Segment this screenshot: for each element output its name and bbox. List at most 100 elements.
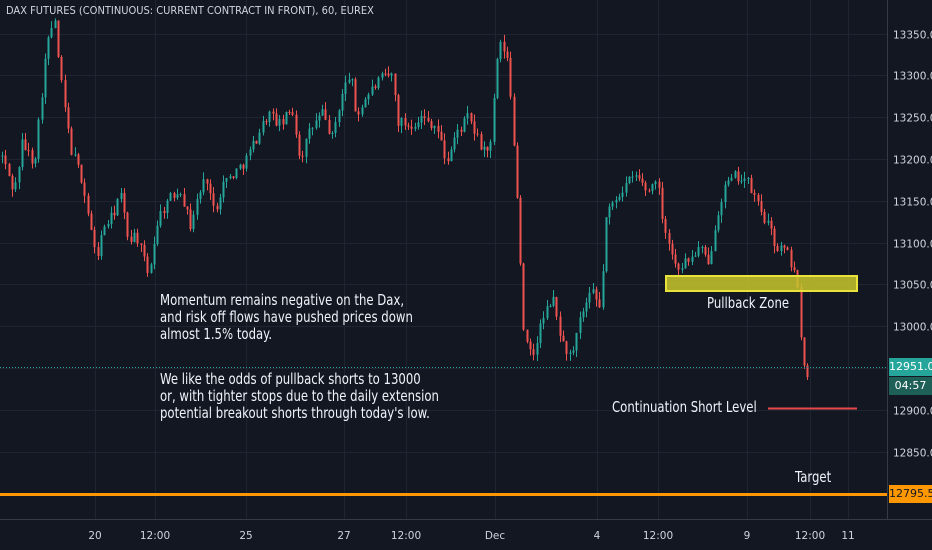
candle-body — [285, 111, 288, 125]
candle-body — [542, 317, 545, 324]
candle-body — [100, 235, 103, 256]
pullback-zone-box[interactable] — [665, 275, 858, 292]
commentary-line: We like the odds of pullback shorts to 1… — [160, 370, 421, 388]
time-axis[interactable]: 20 12:00 25 27 12:00 Dec 4 12:00 9 12:00 11 — [88, 530, 854, 542]
candle-body — [212, 193, 215, 206]
candle-body — [456, 129, 459, 138]
candle-body — [21, 139, 24, 167]
candle-body — [427, 117, 430, 122]
candle-body — [140, 243, 143, 245]
candle-body — [493, 98, 496, 142]
price-tick-label: 13000.0 — [893, 322, 932, 334]
candle-body — [11, 175, 14, 190]
candle-body — [671, 243, 674, 255]
candle-body — [473, 121, 476, 134]
candle-body — [318, 115, 321, 121]
candle-body — [644, 182, 647, 191]
candle-body — [394, 73, 397, 96]
candle-body — [536, 343, 539, 355]
price-axis[interactable]: 12850.0 12900.0 13000.0 13050.0 13100.0 13150… — [893, 30, 932, 460]
candle-body — [90, 213, 93, 230]
candle-body — [123, 193, 126, 213]
price-tick-label: 13250.0 — [893, 113, 932, 125]
candle-body — [136, 232, 139, 244]
candle-body — [734, 171, 737, 178]
candle-body — [661, 187, 664, 220]
candle-body — [357, 111, 360, 115]
time-tick-label: Dec — [485, 530, 506, 542]
candle-body — [298, 134, 301, 156]
candle-body — [192, 214, 195, 230]
price-tick-label: 13050.0 — [893, 280, 932, 292]
time-tick-label: 12:00 — [795, 530, 825, 542]
candle-body — [753, 193, 756, 195]
time-axis-background — [0, 519, 932, 550]
candle-body — [569, 352, 572, 354]
candle-body — [97, 247, 100, 256]
candle-body — [361, 107, 364, 115]
candle-body — [539, 323, 542, 344]
candle-body — [727, 180, 730, 185]
time-tick-label: 27 — [337, 530, 350, 542]
candle-body — [654, 181, 657, 185]
candle-body — [407, 125, 410, 127]
candle-body — [1, 155, 4, 157]
commentary-paragraph-2: We like the odds of pullback shorts to 1… — [160, 371, 439, 422]
candle-body — [522, 263, 525, 330]
candle-body — [219, 197, 222, 210]
candle-body — [691, 256, 694, 262]
candle-body — [519, 197, 522, 264]
candle-body — [384, 73, 387, 75]
candle-body — [786, 247, 789, 250]
candle-body — [272, 111, 275, 114]
candle-body — [18, 166, 21, 183]
candle-body — [757, 194, 760, 202]
candle-body — [611, 202, 614, 207]
candle-body — [648, 190, 651, 192]
candle-body — [232, 176, 235, 179]
candle-body — [417, 122, 420, 128]
candle-body — [724, 184, 727, 203]
candle-body — [146, 256, 149, 273]
candle-body — [717, 215, 720, 231]
candle-body — [209, 183, 212, 194]
candle-body — [34, 158, 37, 164]
chart-grid — [0, 0, 887, 519]
candle-body — [206, 179, 209, 184]
candle-body — [704, 247, 707, 255]
candle-body — [348, 79, 351, 83]
candle-body — [664, 219, 667, 233]
candle-body — [103, 226, 106, 236]
price-tick-label: 13200.0 — [893, 155, 932, 167]
time-tick-label: 12:00 — [391, 530, 421, 542]
candle-body — [480, 134, 483, 150]
candle-body — [499, 41, 502, 60]
candle-body — [74, 154, 77, 156]
candle-body — [107, 224, 110, 227]
candle-body — [57, 20, 60, 57]
candle-body — [282, 119, 285, 125]
candle-body — [364, 99, 367, 108]
price-tick-label: 13350.0 — [893, 30, 932, 42]
candle-body — [687, 258, 690, 262]
candle-body — [605, 217, 608, 272]
candle-body — [47, 37, 50, 59]
candle-body — [235, 168, 238, 179]
candle-body — [588, 292, 591, 303]
candle-body — [225, 178, 228, 182]
candle-body — [374, 86, 377, 88]
time-tick-label: 11 — [841, 530, 854, 542]
candle-body — [344, 82, 347, 94]
candle-body — [334, 122, 337, 133]
candle-body — [677, 263, 680, 270]
candle-body — [555, 296, 558, 317]
candle-body — [153, 243, 156, 265]
candle-body — [562, 335, 565, 342]
drawing-overlays — [0, 275, 887, 496]
candle-body — [575, 332, 578, 351]
candle-body — [793, 267, 796, 271]
candle-body — [341, 93, 344, 111]
candle-body — [773, 228, 776, 246]
candle-body — [301, 155, 304, 157]
